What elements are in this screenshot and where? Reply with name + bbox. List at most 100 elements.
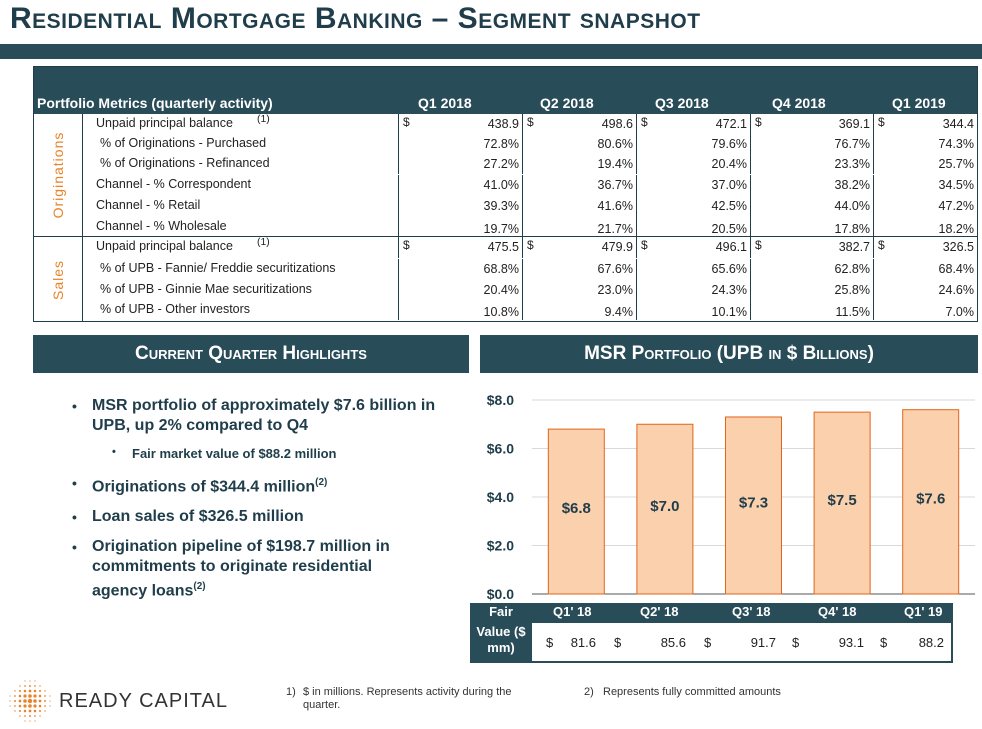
dollar-sign: $ xyxy=(755,238,762,252)
fair-quarter: Q1' 18 xyxy=(553,604,592,619)
metrics-value: 10.1% xyxy=(711,305,747,319)
metrics-value: 47.2% xyxy=(938,199,974,213)
metrics-cell: 7.0% xyxy=(873,300,977,320)
metrics-value: 76.7% xyxy=(834,137,870,151)
dollar-sign: $ xyxy=(527,238,534,252)
metrics-value: 7.0% xyxy=(945,305,975,319)
fair-label-bottom: Value ($ mm) xyxy=(470,621,532,663)
metrics-value: 20.5% xyxy=(711,222,747,236)
metrics-cell: $326.5 xyxy=(873,237,977,258)
metrics-value: 472.1 xyxy=(715,117,747,131)
metrics-value: 24.6% xyxy=(938,283,974,297)
metrics-value: 27.2% xyxy=(483,157,519,171)
fair-value-cell: 85.6 xyxy=(660,635,686,650)
fair-label-top: Fair xyxy=(489,604,513,619)
metrics-value: 65.6% xyxy=(711,262,747,276)
metrics-value: 10.8% xyxy=(483,305,519,319)
metrics-value: 44.0% xyxy=(834,199,870,213)
metrics-cell: 19.7% xyxy=(398,217,522,238)
metrics-cell: 72.8% xyxy=(398,134,522,154)
metrics-value: 41.0% xyxy=(483,178,519,192)
metrics-cell: 41.6% xyxy=(522,196,636,217)
metrics-cell: 80.6% xyxy=(522,134,636,154)
metrics-value: 475.5 xyxy=(487,240,519,254)
metrics-value: 19.7% xyxy=(483,222,519,236)
footnote-1-number: 1) xyxy=(286,686,296,698)
metrics-cell: 20.5% xyxy=(636,217,750,238)
metrics-row: Channel - % Wholesale 19.7% 21.7% 20.5% 17.8… xyxy=(84,217,977,238)
metrics-cell: 19.4% xyxy=(522,154,636,174)
metrics-value: 438.9 xyxy=(487,117,519,131)
originations-section: Originations Unpaid principal balance (1)… xyxy=(34,114,977,238)
highlight-subitem: Fair market value of $88.2 million xyxy=(72,446,457,461)
sales-section: Sales Unpaid principal balance (1) $475.5 $… xyxy=(34,237,977,322)
metrics-value: 68.8% xyxy=(483,262,519,276)
metrics-cell: $479.9 xyxy=(522,237,636,258)
metrics-value: 42.5% xyxy=(711,199,747,213)
bar xyxy=(902,409,960,595)
metrics-cell: 27.2% xyxy=(398,154,522,174)
bar xyxy=(725,416,782,595)
metrics-table-header: Portfolio Metrics (quarterly activity) Q… xyxy=(34,67,977,114)
row-label-ref: (1) xyxy=(257,114,270,125)
metrics-cell: 18.2% xyxy=(873,217,977,238)
metrics-value: 38.2% xyxy=(834,178,870,192)
row-label: % of UPB - Ginnie Mae securitizations xyxy=(100,282,312,296)
bar-data-label: $7.0 xyxy=(650,498,679,515)
metrics-cell: 9.4% xyxy=(522,300,636,320)
metrics-row: Unpaid principal balance (1) $438.9 $498.6 $… xyxy=(84,114,977,134)
column-header: Q1 2018 xyxy=(418,95,472,111)
metrics-cell: 79.6% xyxy=(636,134,750,154)
msr-chart-svg: $0.0 $2.0 $4.0 $6.0 $8.0 $6.8 $7.0 $7.3 $7.5 $7.6 xyxy=(487,392,975,602)
metrics-cell: 20.4% xyxy=(398,280,522,301)
row-label: Channel - % Retail xyxy=(96,198,201,212)
row-label: Channel - % Correspondent xyxy=(96,177,251,191)
dollar-sign: $ xyxy=(878,115,885,129)
dollar-sign: $ xyxy=(527,115,534,129)
fair-quarter: Q2' 18 xyxy=(640,604,679,619)
metrics-row: % of UPB - Fannie/ Freddie securitizatio… xyxy=(84,259,977,280)
bar-data-label: $7.6 xyxy=(916,491,945,508)
fair-value-table: Fair Q1' 18 Q2' 18 Q3' 18 Q4' 18 Q1' 19 … xyxy=(470,603,982,663)
metrics-cell: 68.8% xyxy=(398,259,522,280)
logo-text: READY CAPITAL xyxy=(59,690,228,712)
metrics-cell: 20.4% xyxy=(636,154,750,174)
metrics-value: 369.1 xyxy=(838,117,870,131)
metrics-value: 62.8% xyxy=(834,262,870,276)
bar-data-label: $6.8 xyxy=(562,500,591,517)
fair-value-header: Fair Q1' 18 Q2' 18 Q3' 18 Q4' 18 Q1' 19 xyxy=(470,603,953,621)
metrics-cell: $498.6 xyxy=(522,114,636,134)
metrics-value: 72.8% xyxy=(483,137,519,151)
dollar-sign: $ xyxy=(546,635,554,650)
row-label: Unpaid principal balance xyxy=(96,116,233,130)
highlight-item: MSR portfolio of approximately $7.6 bill… xyxy=(72,396,457,436)
metrics-value: 34.5% xyxy=(938,178,974,192)
metrics-row: % of UPB - Other investors 10.8% 9.4% 10.1%… xyxy=(84,300,977,320)
metrics-cell: 47.2% xyxy=(873,196,977,217)
dollar-sign: $ xyxy=(641,238,648,252)
metrics-cell: $344.4 xyxy=(873,114,977,134)
metrics-cell: 25.7% xyxy=(873,154,977,174)
bar-data-label: $7.5 xyxy=(827,492,856,509)
metrics-value: 18.2% xyxy=(938,222,974,236)
metrics-cell: 24.6% xyxy=(873,280,977,301)
row-label: Unpaid principal balance xyxy=(96,239,233,253)
metrics-cell: 37.0% xyxy=(636,175,750,196)
highlight-item: Origination pipeline of $198.7 million i… xyxy=(72,537,457,601)
fair-value-cell: 91.7 xyxy=(750,635,776,650)
metrics-cell: $369.1 xyxy=(750,114,873,134)
column-header: Q3 2018 xyxy=(655,95,709,111)
row-label: % of Originations - Refinanced xyxy=(100,156,270,170)
metrics-value: 36.7% xyxy=(597,178,633,192)
metrics-value: 326.5 xyxy=(942,240,974,254)
dollar-sign: $ xyxy=(704,635,712,650)
metrics-value: 67.6% xyxy=(597,262,633,276)
metrics-value: 41.6% xyxy=(597,199,633,213)
y-tick-label: $8.0 xyxy=(487,392,514,408)
metrics-cell: $472.1 xyxy=(636,114,750,134)
section-label: Sales xyxy=(34,237,83,322)
metrics-cell: 23.0% xyxy=(522,280,636,301)
metrics-value: 79.6% xyxy=(711,137,747,151)
metrics-cell: 24.3% xyxy=(636,280,750,301)
metrics-cell: 44.0% xyxy=(750,196,873,217)
